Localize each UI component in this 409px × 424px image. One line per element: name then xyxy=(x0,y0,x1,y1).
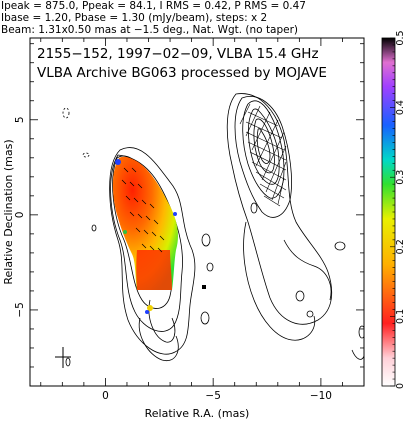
x-axis-label: Relative R.A. (mas) xyxy=(145,407,250,420)
x-tick-label: 0 xyxy=(102,390,109,402)
color-speckle xyxy=(147,305,153,311)
x-tick-label: −10 xyxy=(310,390,332,402)
pol-contour-6 xyxy=(256,128,271,164)
noise-island xyxy=(201,233,211,247)
y-tick-label: 0 xyxy=(14,212,26,219)
pol-contour-3 xyxy=(242,100,285,199)
colorbar-tick-label: 0.4 xyxy=(395,100,406,115)
pol-contour-5 xyxy=(253,118,275,174)
y-axis-label: Relative Declination (mas) xyxy=(2,139,15,284)
chart-subtitle: VLBA Archive BG063 processed by MOJAVE xyxy=(37,65,327,81)
plot-frame xyxy=(29,37,365,387)
pol-tail-contour-2 xyxy=(283,239,332,301)
pol-noise-island xyxy=(295,290,305,302)
chart-title: 2155−152, 1997−02−09, VLBA 15.4 GHz xyxy=(37,46,319,62)
pol-tail-contour xyxy=(243,221,316,341)
pol-contour-4 xyxy=(248,108,280,185)
noise-island xyxy=(82,152,90,158)
header-line-1: Ipeak = 875.0, Ppeak = 84.1, I RMS = 0.4… xyxy=(1,0,306,12)
pol-noise-island xyxy=(358,325,364,339)
pol-noise-island xyxy=(250,202,258,214)
color-speckle xyxy=(145,310,149,314)
jet-tail-contour xyxy=(138,317,179,362)
noise-island xyxy=(91,224,97,232)
pol-noise-island xyxy=(306,310,314,318)
pol-noise-island xyxy=(351,349,364,360)
noise-island xyxy=(65,357,71,367)
color-speckle xyxy=(202,285,206,289)
x-tick-label: −5 xyxy=(205,390,220,402)
colorbar-tick-label: 0.2 xyxy=(395,239,406,254)
noise-island xyxy=(206,262,214,272)
colorbar-tick-label: 0.3 xyxy=(395,170,406,185)
evpa-ticks xyxy=(121,167,165,253)
header-line-3: Beam: 1.31x0.50 mas at −1.5 deg., Nat. W… xyxy=(1,24,299,36)
pol-contour-2 xyxy=(234,96,292,218)
color-speckle xyxy=(123,230,127,234)
plot-area xyxy=(62,93,364,367)
y-tick-label: −5 xyxy=(14,302,26,317)
polarized-intensity-contours xyxy=(226,93,364,360)
polarization-color-map-inner xyxy=(136,250,172,290)
pol-outer-contour xyxy=(226,93,333,325)
colorbar-tick-label: 0 xyxy=(395,383,406,389)
color-speckle xyxy=(115,159,121,165)
axes: 0 −5 −10 5 0 −5 xyxy=(14,38,365,402)
noise-island xyxy=(200,311,210,325)
colorbar-axis: 0 0.1 0.2 0.3 0.4 0.5 xyxy=(390,30,406,389)
noise-island xyxy=(62,107,70,119)
outer-contour xyxy=(109,147,196,355)
header-line-2: Ibase = 1.20, Pbase = 1.30 (mJy/beam), s… xyxy=(1,12,268,24)
beam-marker xyxy=(55,347,71,368)
pol-vector-hatching xyxy=(239,103,287,207)
y-tick-label: 5 xyxy=(14,116,26,123)
jet-tail-contour-2 xyxy=(148,299,176,343)
color-speckle xyxy=(173,212,177,216)
pol-noise-island xyxy=(334,241,346,251)
colorbar-tick-label: 0.1 xyxy=(395,309,406,324)
colorbar-tick-label: 0.5 xyxy=(395,30,406,45)
